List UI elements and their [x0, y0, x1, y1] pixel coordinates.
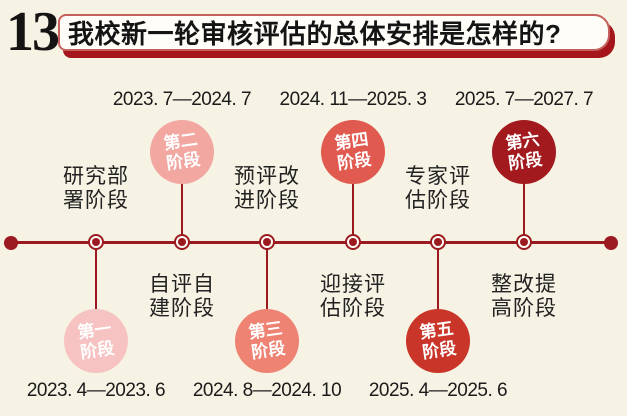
stage-3-phase-label: 预评改 进阶段 — [234, 165, 300, 212]
stage-1-circle-label: 第一 阶段 — [76, 318, 116, 363]
stage-4-date: 2024. 11—2025. 3 — [279, 89, 427, 110]
stage-1-circle: 第一 阶段 — [64, 309, 128, 373]
stage-3-circle-label: 第三 阶段 — [247, 318, 287, 363]
stage-1-connector — [94, 243, 98, 310]
stage-2-node — [173, 234, 190, 250]
stage-5-node — [429, 234, 446, 250]
stage-2-connector — [180, 181, 184, 243]
stage-1-date: 2023. 4—2023. 6 — [26, 380, 166, 401]
stage-5-date: 2025. 4—2025. 6 — [368, 380, 508, 401]
stage-3-connector — [265, 243, 269, 310]
stage-1-phase-label: 研究部 署阶段 — [63, 165, 129, 212]
stage-3-node — [258, 234, 275, 250]
stage-6-phase-label: 整改提 高阶段 — [491, 273, 557, 320]
stage-2-circle-label: 第二 阶段 — [162, 129, 202, 174]
stage-6-node — [515, 234, 532, 250]
timeline-start-dot — [4, 236, 18, 250]
timeline-line — [11, 241, 611, 244]
page-title: 我校新一轮审核评估的总体安排是怎样的? — [68, 19, 562, 49]
timeline-end-dot — [604, 236, 618, 250]
stage-4-phase-label: 迎接评 估阶段 — [320, 273, 386, 320]
stage-6-circle-label: 第六 阶段 — [504, 129, 544, 174]
stage-5-phase-label: 专家评 估阶段 — [405, 165, 471, 212]
stage-4-circle-label: 第四 阶段 — [333, 129, 373, 174]
stage-2-circle: 第二 阶段 — [150, 120, 214, 184]
stage-2-date: 2023. 7—2024. 7 — [112, 89, 252, 110]
stage-4-node — [344, 234, 361, 250]
stage-4-circle: 第四 阶段 — [321, 120, 385, 184]
stage-1-node — [87, 234, 104, 250]
stage-4-connector — [351, 181, 355, 243]
stage-6-circle: 第六 阶段 — [492, 120, 556, 184]
stage-5-connector — [436, 243, 440, 310]
title-box: 我校新一轮审核评估的总体安排是怎样的? — [58, 14, 610, 51]
stage-6-date: 2025. 7—2027. 7 — [454, 89, 594, 110]
stage-3-date: 2024. 8—2024. 10 — [192, 380, 342, 401]
stage-5-circle-label: 第五 阶段 — [418, 318, 458, 363]
stage-5-circle: 第五 阶段 — [406, 309, 470, 373]
question-number: 13 — [6, 1, 60, 63]
stage-6-connector — [522, 181, 526, 243]
stage-2-phase-label: 自评自 建阶段 — [149, 273, 215, 320]
stage-3-circle: 第三 阶段 — [235, 309, 299, 373]
